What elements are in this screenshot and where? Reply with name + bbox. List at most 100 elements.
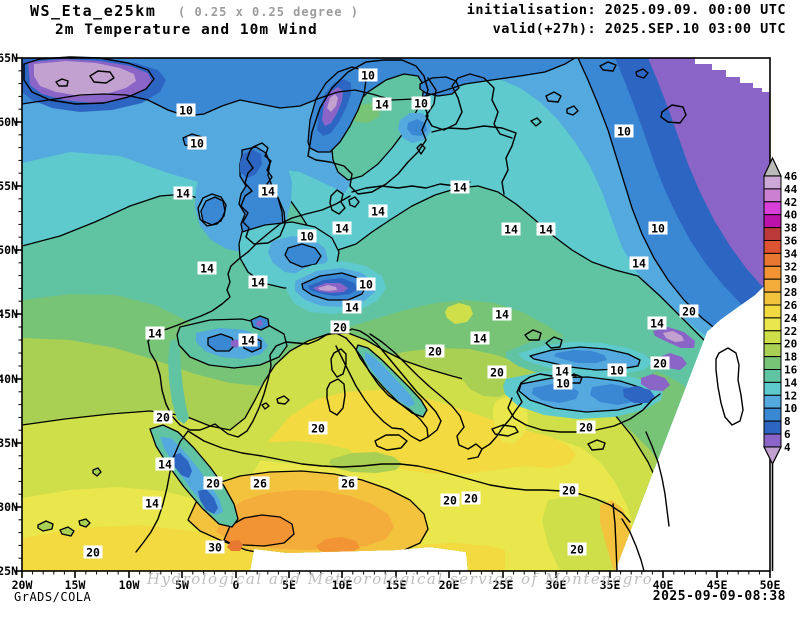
contour-label-box [648, 221, 668, 235]
lat-label: 40N [0, 372, 18, 386]
contour-label-box [552, 364, 572, 378]
coast-gotland [416, 143, 426, 155]
contour-label: 14 [145, 497, 159, 511]
colorbar-band [763, 369, 782, 383]
region-canary-3 [78, 518, 91, 528]
colorbar-level-label: 30 [784, 273, 797, 286]
region-blacksea-8 [554, 350, 607, 363]
coast-nile [612, 503, 618, 572]
contour-label-box [487, 365, 507, 379]
contour-label: 10 [361, 69, 375, 83]
coast-scandinavia [307, 59, 429, 195]
lon-label: 5E [282, 578, 296, 592]
colorbar-level-label: 46 [784, 170, 798, 183]
region-atlas-6-b [198, 489, 218, 514]
colorbar-band [763, 356, 782, 371]
contour-label-box [650, 356, 670, 370]
contour-label-box [470, 331, 490, 345]
contour-label: 14 [539, 223, 553, 237]
plot-subtitle: 2m Temperature and 10m Wind [55, 22, 318, 38]
coast-sardinia [326, 378, 346, 416]
colorbar-band [763, 240, 782, 254]
lon-label: 15W [65, 578, 86, 592]
colorbar: 4644424038363432302826242220181614121086… [763, 156, 798, 571]
region-atlas-6-a [172, 453, 192, 478]
contour-label-box [205, 540, 225, 554]
contour-label: 14 [200, 262, 214, 276]
coast-morocco-west-coast [135, 430, 189, 553]
region-france-8 [284, 243, 322, 268]
contour-label-box [356, 277, 376, 291]
contour-label: 20 [562, 484, 576, 498]
colorbar-band [763, 317, 782, 332]
lon-label: 45E [707, 578, 728, 592]
contour-label-box [647, 316, 667, 330]
region-nspain-4 [231, 339, 240, 348]
lat-label: 35N [0, 436, 18, 450]
contour-label: 14 [345, 301, 359, 315]
contour-label: 20 [86, 546, 100, 560]
contour-label: 20 [311, 422, 325, 436]
colorbar-level-label: 26 [784, 299, 798, 312]
colorbar-level-label: 10 [784, 402, 797, 415]
coast-denmark-1 [329, 189, 346, 215]
contour-label-box [368, 204, 388, 218]
region-madeira [92, 467, 102, 477]
contour-label-box [153, 410, 173, 424]
colorbar-band [763, 433, 782, 448]
contour-label-box [492, 307, 512, 321]
contour-label-box [607, 363, 627, 377]
model-resolution: ( 0.25 x 0.25 degree ) [178, 5, 359, 19]
colorbar-band [763, 188, 782, 203]
region-tunisia-18 [329, 452, 402, 473]
region-ne-russia-4 [648, 58, 770, 292]
coast-arctic-isle-1 [599, 61, 617, 72]
colorbar-band [763, 227, 782, 242]
coast-adriatic-east-coast [369, 333, 465, 428]
region-pyrenees-4 [256, 320, 263, 327]
contour-label-box [308, 421, 328, 435]
contour-label: 10 [190, 137, 204, 151]
colorbar-band [763, 201, 782, 216]
coast-gulf-of-finland [431, 125, 517, 195]
contour-label-box [297, 229, 317, 243]
coast-sea-of-azov [524, 329, 542, 341]
colorbar-band [763, 278, 782, 293]
contour-label: 10 [610, 364, 624, 378]
region-sahara-30-b [316, 537, 360, 554]
contour-label-box [576, 420, 596, 434]
region-nspain-8-a [207, 333, 236, 352]
contour-label-box [461, 491, 481, 505]
coast-finland-bothnia [425, 73, 513, 139]
contour-label-box [258, 184, 278, 198]
coast-sicily [374, 434, 408, 451]
colorbar-level-label: 36 [784, 235, 798, 248]
coast-denmark-2 [348, 196, 360, 208]
contour-label-box [83, 545, 103, 559]
lat-label: 25N [0, 564, 18, 578]
coast-ibiza [261, 402, 270, 410]
valid-time: valid(+27h): 2025.SEP.10 03:00 UTC [492, 21, 786, 37]
colorbar-band [763, 175, 782, 190]
contour-label: 14 [176, 187, 190, 201]
grads-credit: GrADS/COLA [14, 590, 92, 604]
contour-label: 10 [179, 104, 193, 118]
colorbar-level-label: 40 [784, 209, 797, 222]
region-ireland-8 [200, 196, 226, 226]
contour-label-box [173, 186, 193, 200]
contour-10-northwest [22, 58, 576, 117]
colorbar-level-label: 42 [784, 196, 797, 209]
colorbar-level-label: 8 [784, 415, 791, 428]
contour-label: 14 [148, 327, 162, 341]
contour-label-box [342, 300, 362, 314]
contour-label: 14 [375, 98, 389, 112]
lat-label: 45N [0, 307, 18, 321]
contour-label: 14 [251, 276, 265, 290]
contour-label: 20 [579, 421, 593, 435]
coast-italy-west-coast [335, 337, 429, 442]
contour-label: 26 [341, 477, 355, 491]
contour-label: 10 [300, 230, 314, 244]
contour-label-box [450, 180, 470, 194]
creation-timestamp: 2025-09-09-08:38 [652, 589, 786, 604]
